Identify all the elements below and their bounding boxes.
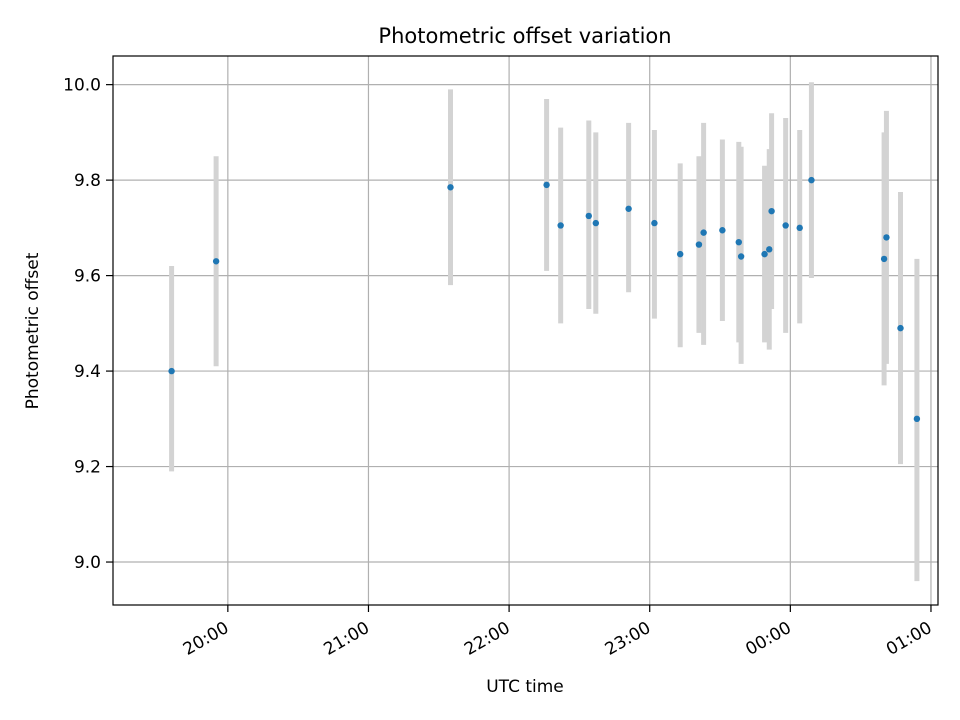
x-axis-label: UTC time <box>486 677 564 697</box>
data-point <box>651 219 658 227</box>
data-point <box>880 255 888 263</box>
data-point <box>543 181 550 189</box>
chart-title: Photometric offset variation <box>378 24 671 48</box>
y-tick-label: 10.0 <box>63 76 101 96</box>
y-tick-label: 9.0 <box>74 553 101 573</box>
data-point <box>761 250 768 258</box>
data-point <box>796 224 803 232</box>
y-axis-label: Photometric offset <box>23 252 43 409</box>
data-point <box>808 176 815 184</box>
data-point <box>883 234 890 241</box>
data-point <box>557 222 564 229</box>
data-point <box>212 258 220 265</box>
data-point <box>585 212 592 220</box>
data-point <box>737 253 745 260</box>
data-point <box>676 250 684 258</box>
data-point <box>768 207 775 215</box>
y-tick-label: 9.8 <box>74 171 101 191</box>
data-point <box>168 367 175 375</box>
plot-frame <box>112 55 939 606</box>
data-point <box>766 246 773 253</box>
data-point <box>897 324 904 332</box>
data-point <box>625 205 632 212</box>
data-point <box>592 219 600 227</box>
y-tick-label: 9.6 <box>74 267 101 287</box>
data-point <box>735 238 742 246</box>
data-point <box>913 415 921 423</box>
data-point <box>695 241 703 248</box>
data-point <box>700 229 707 236</box>
y-axis-ticks: 9.0 9.2 9.4 9.6 9.8 10.0 <box>63 76 113 573</box>
y-tick-label: 9.2 <box>74 458 101 478</box>
data-point <box>447 184 454 191</box>
y-tick-label: 9.4 <box>74 362 101 382</box>
data-point <box>719 227 726 234</box>
data-points <box>168 176 921 423</box>
data-point <box>782 222 789 229</box>
